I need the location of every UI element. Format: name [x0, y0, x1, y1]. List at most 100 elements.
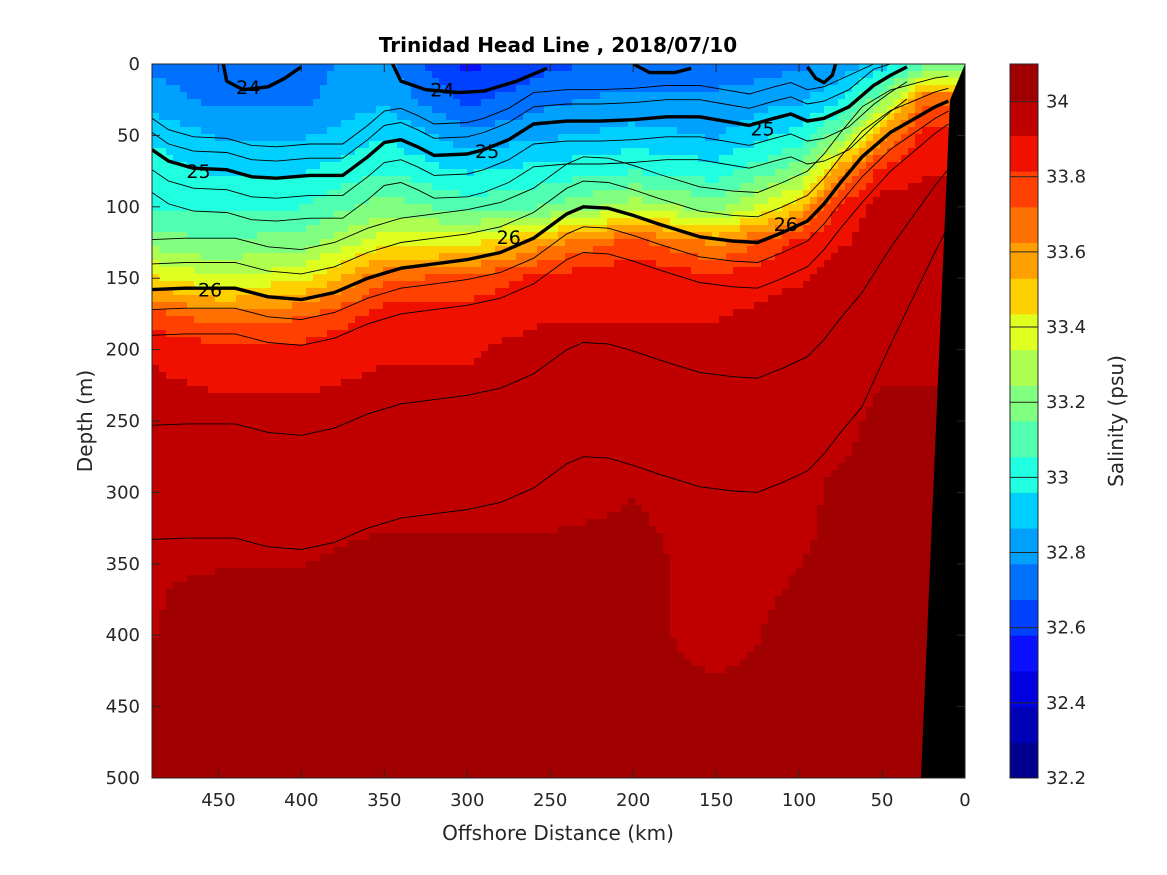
salinity-cell: [453, 358, 461, 366]
salinity-cell: [719, 232, 727, 240]
salinity-cell: [348, 218, 356, 226]
salinity-cell: [768, 155, 776, 163]
salinity-cell: [880, 295, 888, 303]
salinity-cell: [474, 358, 482, 366]
salinity-cell: [502, 99, 510, 107]
salinity-cell: [558, 190, 566, 198]
salinity-cell: [740, 92, 748, 100]
salinity-cell: [894, 190, 902, 198]
salinity-cell: [908, 274, 916, 282]
salinity-cell: [537, 239, 545, 247]
salinity-cell: [418, 64, 426, 72]
salinity-cell: [656, 225, 664, 233]
salinity-cell: [201, 344, 209, 352]
salinity-cell: [733, 267, 741, 275]
salinity-cell: [173, 281, 181, 289]
salinity-cell: [887, 106, 895, 114]
salinity-cell: [950, 71, 958, 79]
salinity-cell: [397, 295, 405, 303]
salinity-cell: [236, 78, 244, 86]
salinity-cell: [180, 190, 188, 198]
salinity-cell: [397, 351, 405, 359]
salinity-cell: [579, 267, 587, 275]
salinity-cell: [495, 239, 503, 247]
salinity-cell: [523, 169, 531, 177]
salinity-cell: [425, 204, 433, 212]
salinity-cell: [460, 190, 468, 198]
salinity-cell: [894, 211, 902, 219]
salinity-cell: [208, 211, 216, 219]
salinity-cell: [187, 358, 195, 366]
salinity-cell: [502, 218, 510, 226]
salinity-cell: [649, 169, 657, 177]
salinity-cell: [341, 64, 349, 72]
salinity-cell: [859, 64, 867, 72]
salinity-cell: [873, 316, 881, 324]
salinity-cell: [572, 85, 580, 93]
salinity-cell: [453, 134, 461, 142]
salinity-cell: [915, 218, 923, 226]
salinity-cell: [404, 162, 412, 170]
salinity-cell: [866, 246, 874, 254]
salinity-cell: [229, 197, 237, 205]
salinity-cell: [677, 218, 685, 226]
salinity-cell: [866, 78, 874, 86]
salinity-cell: [740, 337, 748, 345]
salinity-cell: [180, 267, 188, 275]
salinity-cell: [369, 281, 377, 289]
salinity-cell: [859, 204, 867, 212]
salinity-cell: [544, 246, 552, 254]
salinity-cell: [425, 197, 433, 205]
salinity-cell: [488, 337, 496, 345]
salinity-cell: [726, 99, 734, 107]
salinity-cell: [642, 351, 650, 359]
salinity-cell: [915, 295, 923, 303]
salinity-cell: [285, 274, 293, 282]
salinity-cell: [698, 204, 706, 212]
salinity-cell: [159, 288, 167, 296]
salinity-cell: [530, 309, 538, 317]
salinity-cell: [649, 162, 657, 170]
salinity-cell: [474, 337, 482, 345]
salinity-cell: [348, 344, 356, 352]
salinity-cell: [215, 92, 223, 100]
salinity-cell: [411, 148, 419, 156]
salinity-cell: [257, 232, 265, 240]
salinity-cell: [796, 85, 804, 93]
salinity-cell: [173, 295, 181, 303]
salinity-cell: [425, 162, 433, 170]
salinity-cell: [600, 358, 608, 366]
salinity-cell: [334, 85, 342, 93]
salinity-cell: [922, 169, 930, 177]
salinity-cell: [894, 99, 902, 107]
salinity-cell: [446, 211, 454, 219]
salinity-cell: [460, 295, 468, 303]
salinity-cell: [243, 64, 251, 72]
salinity-cell: [873, 204, 881, 212]
salinity-cell: [635, 316, 643, 324]
salinity-cell: [747, 169, 755, 177]
salinity-cell: [404, 274, 412, 282]
salinity-cell: [908, 344, 916, 352]
salinity-cell: [502, 239, 510, 247]
salinity-cell: [278, 113, 286, 121]
salinity-cell: [446, 120, 454, 128]
salinity-cell: [446, 281, 454, 289]
salinity-cell: [404, 260, 412, 268]
salinity-cell: [586, 190, 594, 198]
salinity-cell: [894, 295, 902, 303]
salinity-cell: [838, 211, 846, 219]
salinity-cell: [894, 344, 902, 352]
salinity-cell: [782, 232, 790, 240]
salinity-cell: [803, 253, 811, 261]
salinity-cell: [789, 239, 797, 247]
salinity-cell: [670, 274, 678, 282]
salinity-cell: [348, 78, 356, 86]
salinity-cell: [467, 106, 475, 114]
salinity-cell: [705, 330, 713, 338]
salinity-cell: [873, 260, 881, 268]
salinity-cell: [726, 302, 734, 310]
salinity-cell: [439, 267, 447, 275]
salinity-cell: [299, 225, 307, 233]
salinity-cell: [432, 78, 440, 86]
